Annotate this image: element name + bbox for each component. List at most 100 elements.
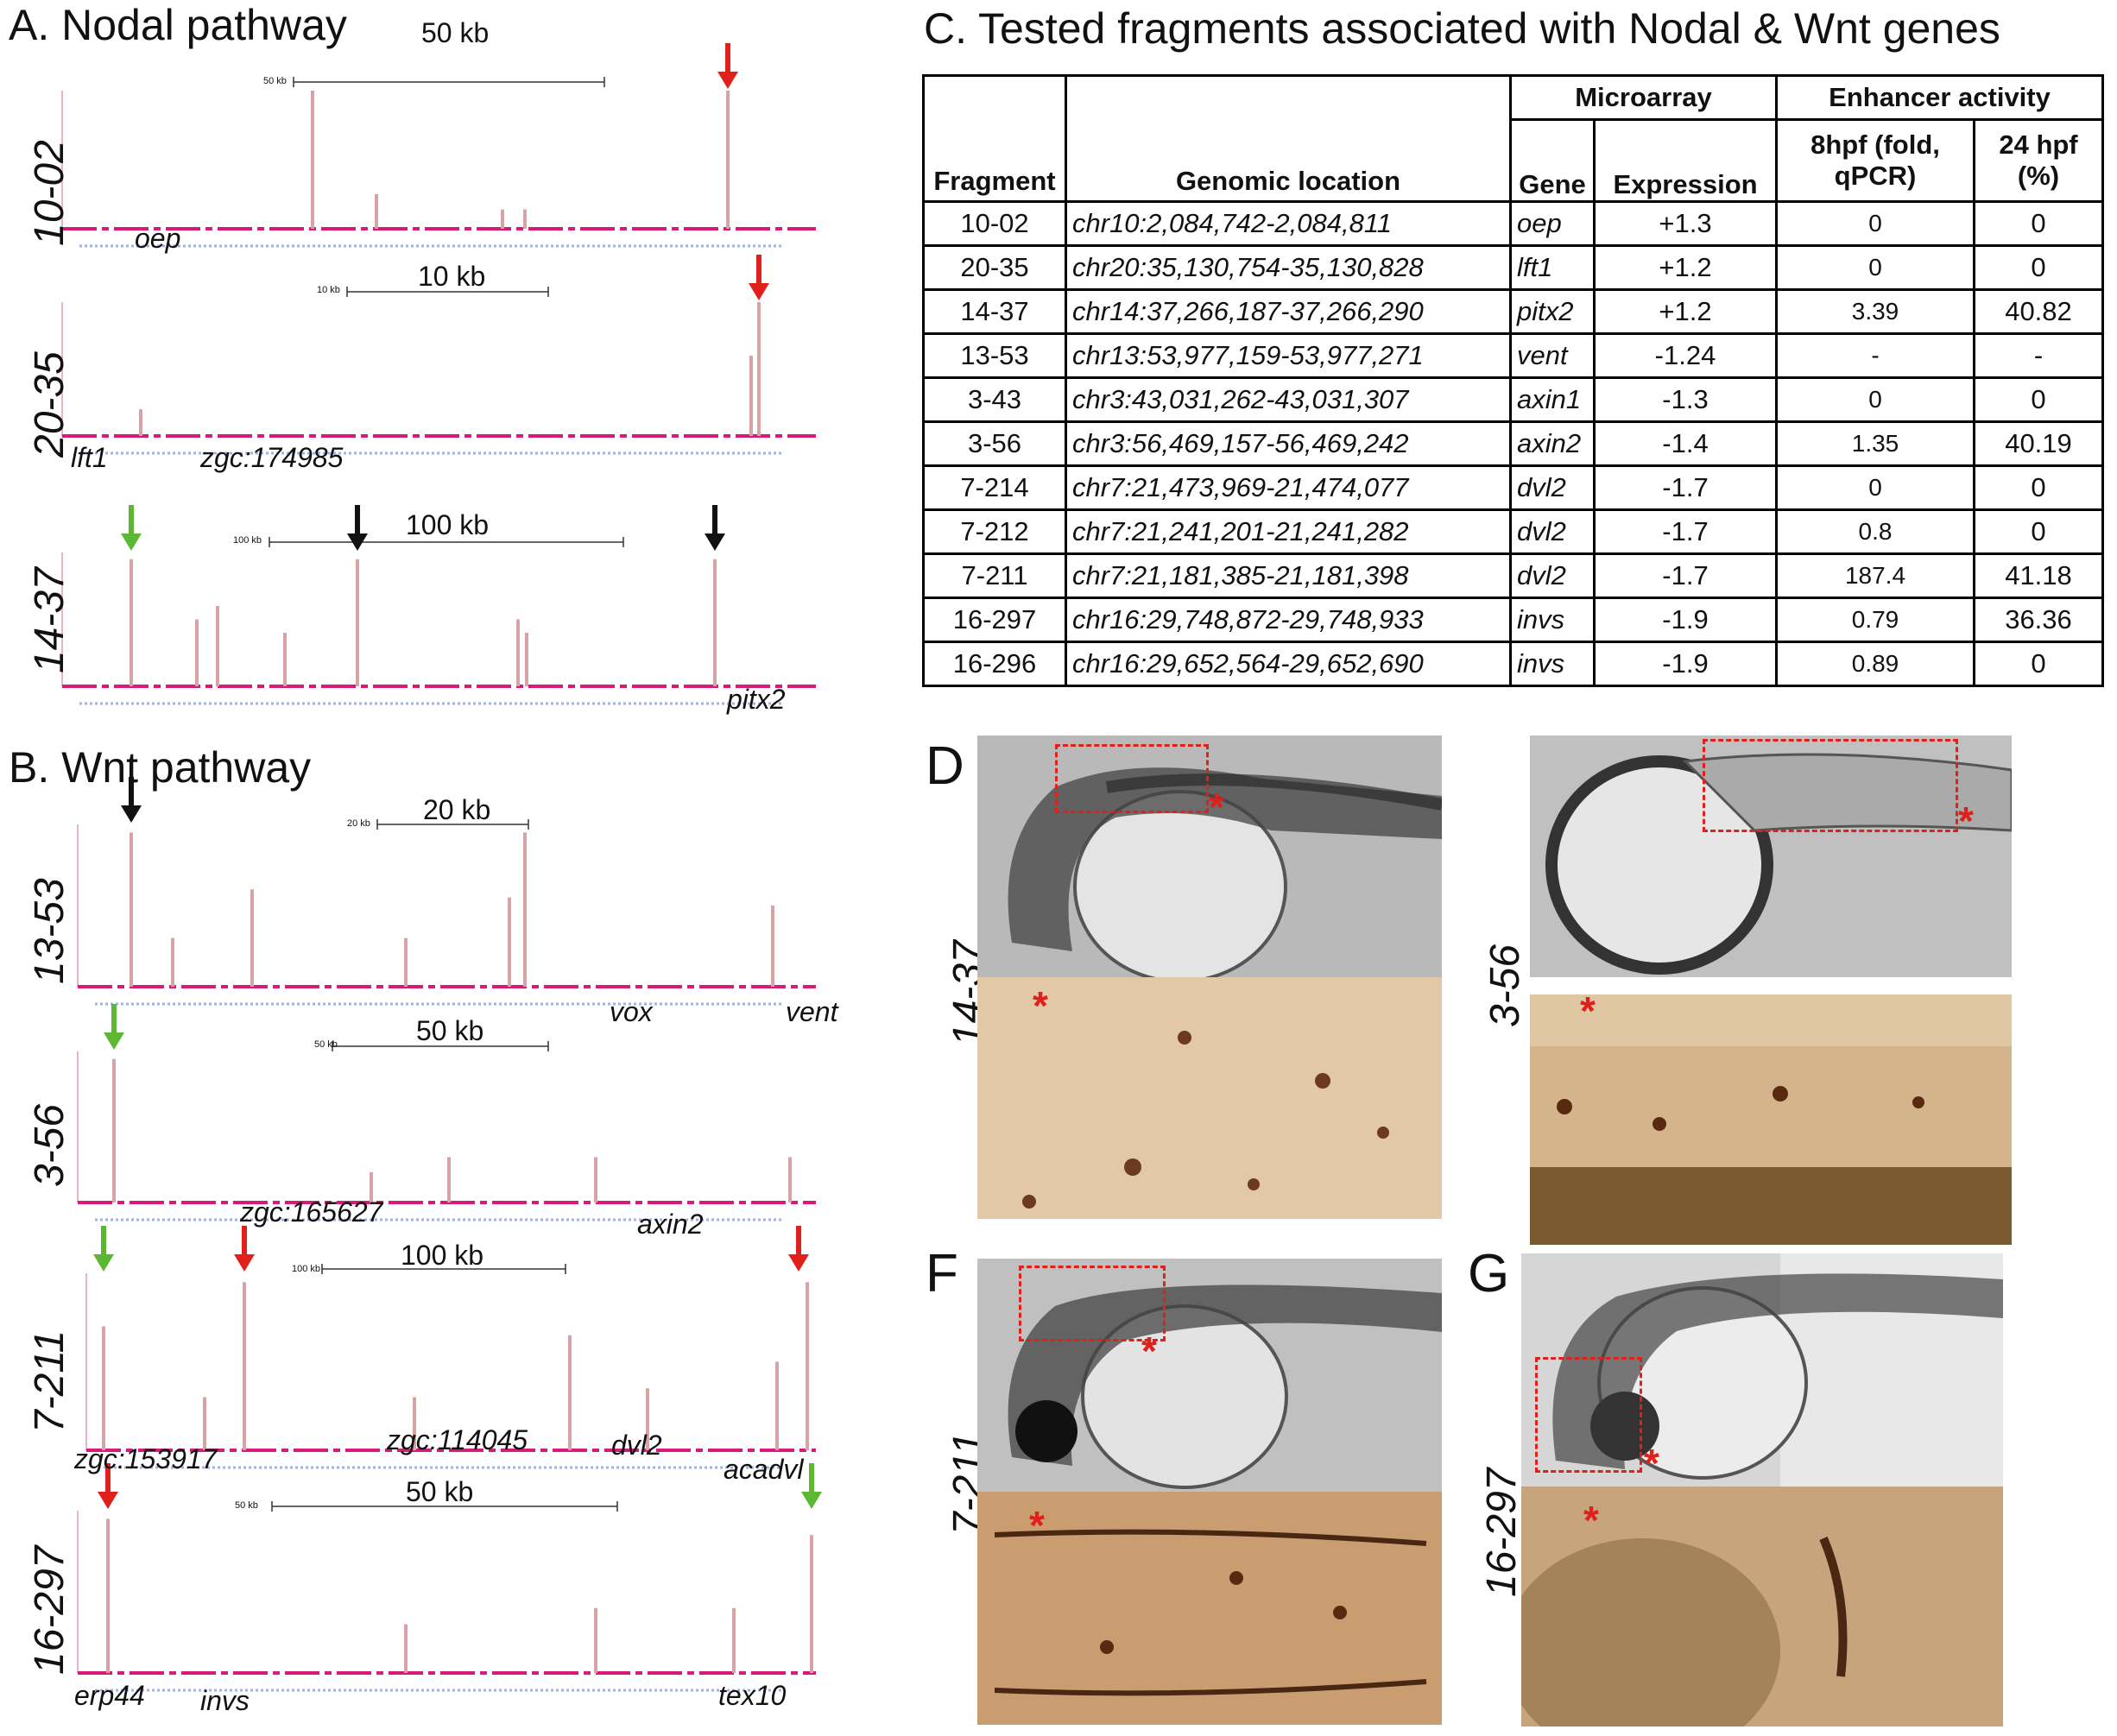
image-label-3-56: 3-56 — [1482, 944, 1528, 1027]
zoom-box-g — [1535, 1357, 1642, 1473]
cell-24hpf: 36.36 — [1973, 597, 2104, 643]
table-row: 3-43 chr3:43,031,262-43,031,307 axin1 -1.3 0… — [922, 376, 2104, 423]
cell-24hpf: 0 — [1973, 464, 2104, 511]
panel-g-letter: G — [1468, 1244, 1510, 1304]
table-row: 13-53 chr13:53,977,159-53,977,271 vent -1.2… — [922, 332, 2104, 379]
scale-label-small: 100 kb — [292, 1264, 321, 1274]
cell-gene: axin2 — [1509, 420, 1596, 467]
track-label-20-35: 20-35 — [27, 351, 73, 458]
conservation-peak — [594, 1607, 597, 1673]
panel-f-letter: F — [926, 1244, 958, 1304]
asterisk-marker: * — [1580, 988, 1596, 1033]
asterisk-marker: * — [1033, 983, 1048, 1028]
cell-location: chr14:37,266,187-37,266,290 — [1065, 288, 1512, 335]
conservation-peak — [726, 91, 730, 229]
cell-8hpf: 1.35 — [1775, 420, 1975, 467]
arrow-head — [347, 533, 368, 551]
conservation-peak — [757, 302, 761, 436]
panel-b-title: B. Wnt pathway — [9, 743, 312, 792]
conservation-peak — [102, 1326, 105, 1450]
scale-label: 50 kb — [421, 17, 490, 48]
cell-expression: +1.2 — [1593, 244, 1778, 291]
cell-8hpf: 0.8 — [1775, 508, 1975, 555]
conservation-peak — [311, 91, 314, 229]
cell-gene: axin1 — [1509, 376, 1596, 423]
arrow-head — [749, 283, 769, 300]
cell-gene: vent — [1509, 332, 1596, 379]
arrow-head — [801, 1492, 822, 1509]
cell-24hpf: 41.18 — [1973, 552, 2104, 599]
table-header-row: Fragment Genomic location Microarray Enh… — [922, 74, 2104, 203]
scale-label: 100 kb — [406, 509, 490, 540]
conservation-peak — [447, 1157, 451, 1203]
image-label-16-297: 16-297 — [1479, 1468, 1525, 1597]
gene-label: vox — [610, 996, 653, 1027]
conservation-peak — [171, 937, 174, 987]
gene-label: tex10 — [718, 1680, 787, 1711]
zoom-box-f — [1019, 1266, 1166, 1341]
scale-label-small: 50 kb — [235, 1500, 258, 1511]
conservation-peak — [106, 1518, 110, 1673]
cell-location: chr20:35,130,754-35,130,828 — [1065, 244, 1512, 291]
conservation-peak — [713, 559, 717, 686]
table-row: 20-35 chr20:35,130,754-35,130,828 lft1 +1.2… — [922, 244, 2104, 291]
cell-location: chr7:21,181,385-21,181,398 — [1065, 552, 1512, 599]
table-row: 7-212 chr7:21,241,201-21,241,282 dvl2 -1.7 0… — [922, 508, 2104, 555]
cell-fragment: 10-02 — [922, 200, 1067, 247]
col-24hpf: 24 hpf (%) — [1973, 118, 2104, 203]
table-row: 3-56 chr3:56,469,157-56,469,242 axin2 -1.4 1… — [922, 420, 2104, 467]
arrow-head — [93, 1254, 114, 1272]
cell-fragment: 7-212 — [922, 508, 1067, 555]
cell-fragment: 14-37 — [922, 288, 1067, 335]
cell-fragment: 16-297 — [922, 597, 1067, 643]
asterisk-marker: * — [1209, 785, 1224, 830]
cell-gene: pitx2 — [1509, 288, 1596, 335]
gene-label: zgc:165627 — [240, 1196, 383, 1228]
embryo-photo-d-top — [977, 735, 1442, 977]
conservation-peak — [283, 633, 287, 686]
panel-d-letter: D — [926, 736, 964, 796]
gene-label: pitx2 — [727, 684, 786, 715]
conservation-peak — [203, 1397, 206, 1450]
embryo-photo-f-bottom — [977, 1492, 1442, 1725]
table-header-row-2: Gene Expression 8hpf (fold, qPCR) 24 hpf(… — [924, 118, 2104, 203]
arrow-head — [717, 72, 738, 89]
track-label-7-211: 7-211 — [27, 1329, 73, 1433]
conservation-peak — [788, 1157, 792, 1203]
cell-fragment: 7-211 — [922, 552, 1067, 599]
cell-8hpf: 0 — [1775, 376, 1975, 423]
panel-c-title: C. Tested fragments associated with Noda… — [924, 4, 2000, 53]
embryo-photo-e-bottom — [1530, 994, 2012, 1245]
gene-label: vent — [786, 996, 838, 1027]
track-label-3-56: 3-56 — [27, 1103, 73, 1187]
group-microarray: Microarray — [1509, 74, 1778, 121]
cell-fragment: 3-43 — [922, 376, 1067, 423]
cell-8hpf: 0.89 — [1775, 641, 1975, 687]
cell-24hpf: 0 — [1973, 200, 2104, 247]
gene-label: invs — [200, 1685, 250, 1716]
gene-label: erp44 — [74, 1680, 145, 1711]
asterisk-marker: * — [1141, 1329, 1157, 1373]
asterisk-marker: * — [1958, 799, 1974, 843]
cell-fragment: 13-53 — [922, 332, 1067, 379]
cell-gene: oep — [1509, 200, 1596, 247]
conservation-peak — [775, 1361, 779, 1450]
cell-8hpf: 3.39 — [1775, 288, 1975, 335]
embryo-photo-g-top — [1521, 1253, 2003, 1487]
cell-fragment: 16-296 — [922, 641, 1067, 687]
fragments-table: Fragment Genomic location Microarray Enh… — [922, 74, 2104, 687]
cell-24hpf: 40.19 — [1973, 420, 2104, 467]
cell-24hpf: 0 — [1973, 508, 2104, 555]
conservation-peak — [243, 1282, 246, 1450]
cell-expression: -1.3 — [1593, 376, 1778, 423]
embryo-photo-e-top — [1530, 735, 2012, 977]
arrow-head — [705, 533, 725, 551]
conservation-peak — [525, 633, 528, 686]
scale-label: 50 kb — [406, 1476, 474, 1507]
conservation-peak — [195, 619, 199, 686]
conservation-peak — [508, 897, 511, 987]
table-row: 14-37 chr14:37,266,187-37,266,290 pitx2 +1.… — [922, 288, 2104, 335]
cell-gene: lft1 — [1509, 244, 1596, 291]
track-label-13-53: 13-53 — [27, 878, 73, 984]
cell-gene: invs — [1509, 641, 1596, 687]
